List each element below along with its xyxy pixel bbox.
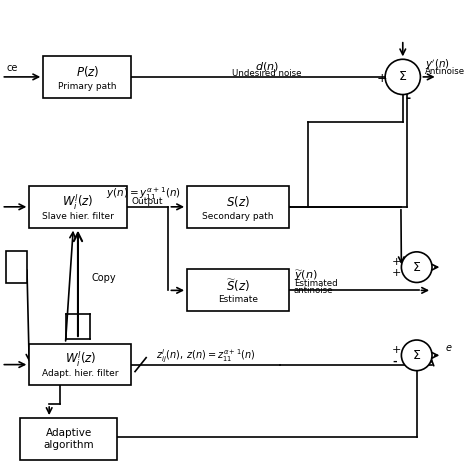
FancyBboxPatch shape [187,270,289,311]
Text: antinoise: antinoise [294,286,333,295]
Text: -: - [392,356,397,366]
Text: +: + [377,72,387,84]
Text: $P(z)$: $P(z)$ [75,64,99,80]
Text: +: + [392,268,401,278]
FancyBboxPatch shape [43,56,131,98]
Text: Undesired noise: Undesired noise [232,69,302,78]
Text: Adaptive
algorithm: Adaptive algorithm [43,428,94,450]
Circle shape [385,59,420,94]
Text: Primary path: Primary path [58,82,117,91]
Text: $\Sigma$: $\Sigma$ [398,71,407,83]
Text: Secondary path: Secondary path [202,211,274,220]
FancyBboxPatch shape [29,344,131,385]
Text: $\Sigma$: $\Sigma$ [412,261,421,273]
FancyBboxPatch shape [29,186,127,228]
Text: $S(z)$: $S(z)$ [226,194,250,210]
FancyBboxPatch shape [187,186,289,228]
Text: Output: Output [132,197,164,206]
Text: Slave hier. filter: Slave hier. filter [42,211,114,220]
Text: Estimate: Estimate [218,295,258,304]
Text: $y(n)=y_{11}^{\alpha+1}(n)$: $y(n)=y_{11}^{\alpha+1}(n)$ [106,185,180,201]
Text: $W_i^l(z)$: $W_i^l(z)$ [64,350,96,369]
FancyBboxPatch shape [6,251,27,283]
Text: $\widetilde{S}(z)$: $\widetilde{S}(z)$ [226,277,250,294]
Text: ce: ce [6,64,18,73]
FancyBboxPatch shape [20,418,118,460]
Circle shape [401,252,432,283]
Text: +: + [392,257,401,267]
Text: $y'(n)$: $y'(n)$ [425,57,450,72]
Text: $W_i^l(z)$: $W_i^l(z)$ [62,192,94,211]
Text: +: + [392,345,401,355]
Text: Estimated: Estimated [294,279,337,288]
Text: $e$: $e$ [445,343,452,353]
Text: $d(n)$: $d(n)$ [255,61,279,73]
Circle shape [401,340,432,371]
Text: -: - [405,91,410,104]
Text: Antinoise: Antinoise [425,67,465,76]
Text: Adapt. hier. filter: Adapt. hier. filter [42,369,118,378]
Text: $z_{ij}^l(n),\; z(n)=z_{11}^{\alpha+1}(n)$: $z_{ij}^l(n),\; z(n)=z_{11}^{\alpha+1}(n… [156,347,255,365]
Text: Copy: Copy [92,273,117,283]
Text: $\widetilde{y}(n)$: $\widetilde{y}(n)$ [294,268,318,283]
Text: $\Sigma$: $\Sigma$ [412,349,421,362]
